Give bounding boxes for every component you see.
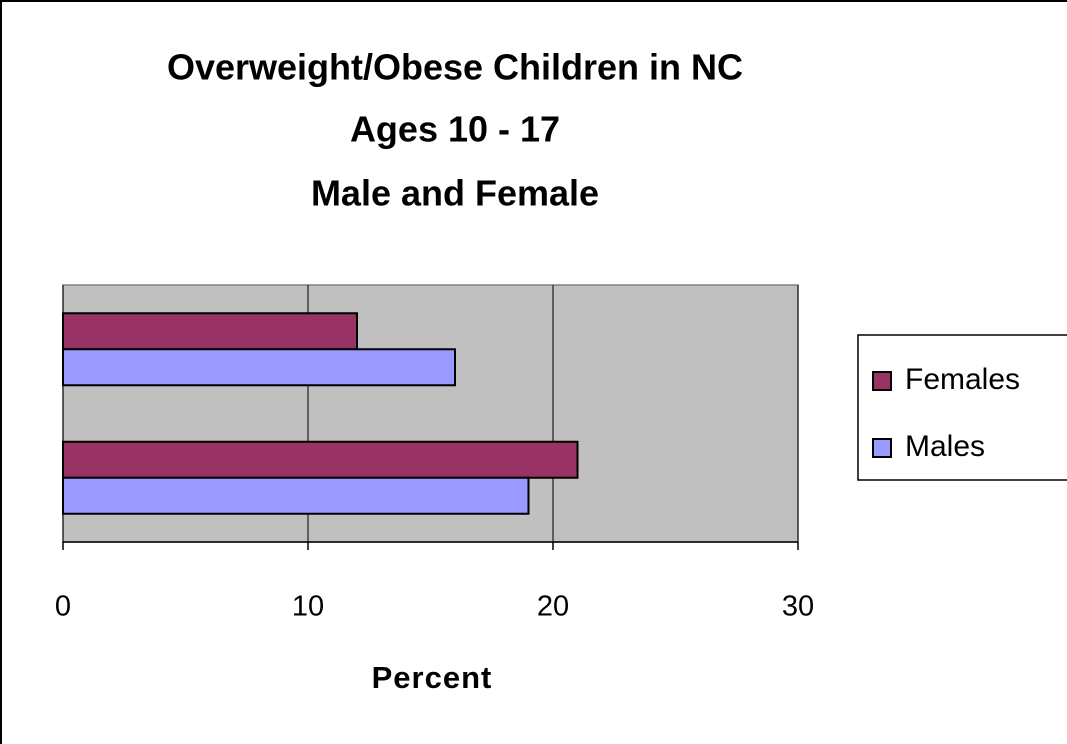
chart-title: Overweight/Obese Children in NC	[167, 47, 743, 88]
legend-label: Females	[905, 363, 1020, 396]
bar	[62, 312, 358, 351]
legend-swatch	[872, 371, 892, 391]
legend-label: Males	[905, 430, 985, 463]
legend-swatch	[872, 438, 892, 458]
x-tick-label: 10	[292, 591, 324, 623]
chart-title: Male and Female	[311, 173, 599, 214]
x-tick-label: 20	[537, 591, 569, 623]
x-tick-label: 0	[55, 591, 71, 623]
bar	[62, 476, 530, 515]
bar	[62, 440, 579, 479]
chart-title: Ages 10 - 17	[350, 109, 560, 150]
bar	[62, 348, 456, 387]
legend-box	[857, 334, 1067, 481]
x-axis-label: Percent	[372, 660, 493, 695]
x-tick-label: 30	[782, 591, 814, 623]
